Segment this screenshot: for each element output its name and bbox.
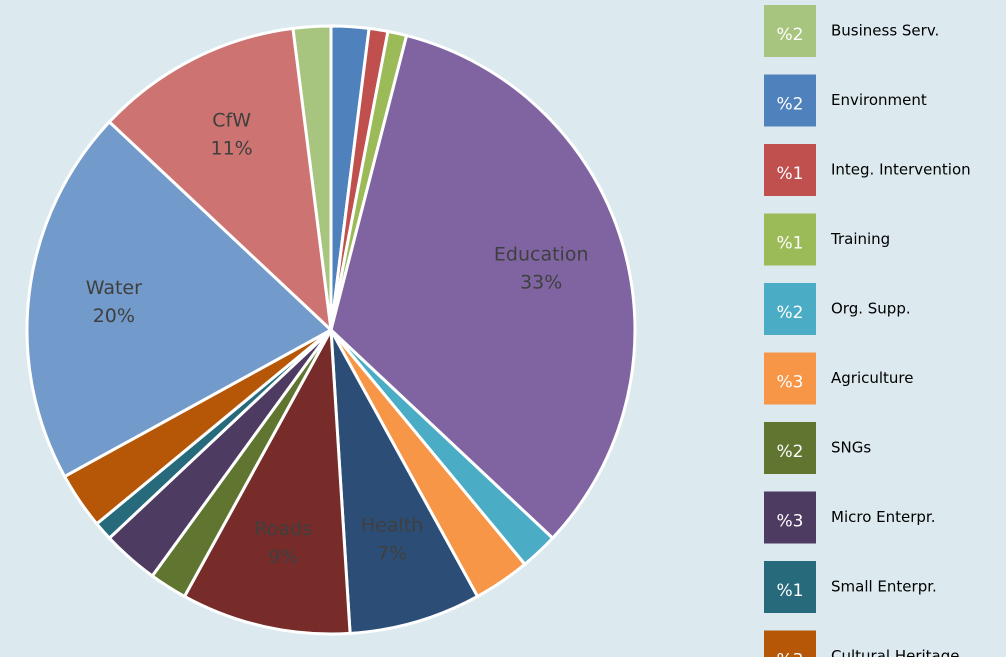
pie-slice	[329, 329, 480, 635]
slice-category-label: CfW	[212, 109, 251, 131]
pie-slice	[107, 26, 334, 334]
legend-swatch	[764, 283, 816, 335]
legend-value-label: %3	[777, 512, 804, 532]
legend-swatch	[764, 213, 816, 266]
legend-swatch	[764, 491, 816, 544]
legend-value-label: %3	[777, 373, 804, 393]
slice-category-label: Roads	[254, 518, 312, 540]
legend-value-label: %2	[777, 25, 804, 45]
slice-value-label: 9%	[268, 546, 298, 568]
slice-value-label: 11%	[211, 137, 253, 159]
legend-value-label: %1	[777, 581, 804, 601]
slice-value-label: 7%	[377, 543, 407, 565]
legend-swatch	[764, 630, 816, 657]
legend-label: Micro Enterpr.	[831, 508, 935, 526]
pie-slice	[329, 33, 637, 541]
legend-swatch	[764, 561, 816, 613]
pie-slice	[182, 324, 352, 636]
legend-swatch	[764, 352, 816, 405]
legend-swatch	[764, 74, 816, 127]
legend-swatch	[764, 144, 816, 196]
legend-label: Environment	[831, 91, 927, 109]
pie-slice	[25, 119, 334, 479]
legend-label: Training	[830, 230, 890, 248]
legend-swatch	[764, 5, 816, 57]
legend-label: Small Enterpr.	[831, 578, 937, 596]
legend-label: SNGs	[831, 439, 871, 457]
slice-value-label: 33%	[520, 271, 562, 293]
legend-value-label: %1	[777, 234, 804, 254]
legend-value-label: %2	[777, 95, 804, 115]
legend-label: Agriculture	[831, 369, 914, 387]
legend-value-label: %2	[777, 442, 804, 462]
legend-value-label: %2	[777, 303, 804, 323]
slice-value-label: 20%	[93, 305, 135, 327]
slice-category-label: Water	[86, 277, 142, 299]
legend-value-label: %1	[777, 164, 804, 184]
legend-label: Org. Supp.	[831, 300, 911, 318]
legend-label: Cultural Heritage	[831, 647, 960, 657]
legend-value-label: %3	[777, 651, 804, 657]
legend-label: Business Serv.	[831, 22, 939, 40]
legend-label: Integ. Intervention	[831, 161, 971, 179]
legend-swatch	[764, 422, 816, 474]
slice-category-label: Education	[494, 243, 589, 265]
slice-category-label: Health	[361, 515, 423, 537]
